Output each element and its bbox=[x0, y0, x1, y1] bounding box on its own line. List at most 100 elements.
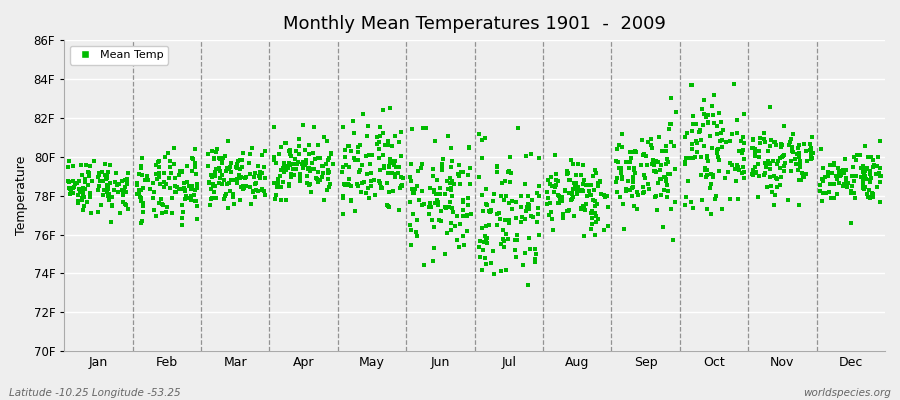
Point bbox=[201, 163, 215, 170]
Point bbox=[490, 163, 504, 170]
Point bbox=[480, 234, 494, 241]
Point bbox=[230, 164, 244, 171]
Point bbox=[238, 174, 253, 181]
Point bbox=[446, 205, 460, 211]
Point bbox=[498, 216, 512, 223]
Point bbox=[310, 142, 325, 148]
Point bbox=[863, 177, 878, 183]
Point bbox=[752, 134, 767, 141]
Point bbox=[774, 140, 788, 147]
Point bbox=[700, 167, 715, 174]
Point bbox=[98, 172, 112, 178]
Point bbox=[834, 171, 849, 177]
Point bbox=[163, 164, 177, 170]
Point bbox=[417, 201, 431, 207]
Point bbox=[723, 196, 737, 202]
Point bbox=[362, 194, 376, 201]
Point bbox=[545, 227, 560, 233]
Point bbox=[709, 122, 724, 129]
Point bbox=[544, 174, 559, 180]
Point bbox=[636, 189, 651, 195]
Point bbox=[209, 166, 223, 172]
Point bbox=[556, 210, 571, 217]
Point bbox=[693, 126, 707, 133]
Point bbox=[392, 207, 406, 213]
Point bbox=[866, 194, 880, 201]
Point bbox=[373, 124, 387, 130]
Point bbox=[652, 166, 667, 173]
Point bbox=[777, 122, 791, 129]
Point bbox=[570, 191, 584, 198]
Point bbox=[684, 199, 698, 206]
Point bbox=[651, 159, 665, 166]
Point bbox=[212, 179, 226, 186]
Point bbox=[188, 171, 202, 177]
Point bbox=[773, 182, 788, 188]
Point bbox=[776, 153, 790, 160]
Point bbox=[213, 168, 228, 174]
Point bbox=[745, 167, 760, 173]
Point bbox=[232, 157, 247, 163]
Point bbox=[846, 190, 860, 196]
Point bbox=[167, 182, 182, 189]
Point bbox=[374, 185, 389, 192]
Point bbox=[767, 173, 781, 179]
Point bbox=[335, 168, 349, 175]
Point bbox=[532, 193, 546, 199]
Point bbox=[760, 184, 774, 190]
Point bbox=[230, 161, 245, 167]
Point bbox=[310, 176, 324, 182]
Point bbox=[290, 161, 304, 167]
Point bbox=[584, 208, 598, 214]
Point bbox=[688, 120, 703, 127]
Point bbox=[693, 128, 707, 134]
Point bbox=[382, 204, 396, 210]
Point bbox=[518, 180, 532, 187]
Point bbox=[866, 191, 880, 198]
Point bbox=[798, 148, 813, 154]
Point bbox=[857, 168, 871, 174]
Point bbox=[287, 172, 302, 178]
Point bbox=[219, 168, 233, 174]
Point bbox=[183, 195, 197, 201]
Point bbox=[209, 195, 223, 201]
Point bbox=[584, 210, 598, 216]
Point bbox=[165, 209, 179, 216]
Point bbox=[621, 178, 635, 184]
Point bbox=[346, 118, 360, 125]
Point bbox=[748, 150, 762, 156]
Point bbox=[394, 183, 409, 190]
Point bbox=[403, 174, 418, 180]
Point bbox=[110, 181, 124, 188]
Point bbox=[442, 204, 456, 210]
Point bbox=[324, 151, 338, 157]
Point bbox=[501, 220, 516, 226]
Point bbox=[373, 178, 387, 185]
Point bbox=[547, 152, 562, 158]
Point bbox=[292, 175, 307, 182]
Point bbox=[393, 174, 408, 180]
Point bbox=[271, 176, 285, 182]
Point bbox=[758, 170, 772, 176]
Point bbox=[302, 165, 317, 172]
Point bbox=[384, 142, 399, 149]
Point bbox=[521, 282, 535, 288]
Point bbox=[623, 186, 637, 193]
Point bbox=[862, 187, 877, 193]
Point bbox=[679, 154, 693, 161]
Point bbox=[422, 204, 436, 210]
Point bbox=[83, 163, 97, 169]
Point bbox=[826, 181, 841, 187]
Point bbox=[478, 233, 492, 239]
Point bbox=[588, 203, 602, 209]
Point bbox=[778, 160, 792, 166]
Point bbox=[763, 165, 778, 172]
Point bbox=[624, 155, 638, 161]
Point bbox=[451, 171, 465, 177]
Point bbox=[69, 180, 84, 186]
Point bbox=[532, 155, 546, 161]
Point bbox=[856, 162, 870, 169]
Point bbox=[821, 168, 835, 175]
Point bbox=[649, 169, 663, 175]
Point bbox=[83, 194, 97, 200]
